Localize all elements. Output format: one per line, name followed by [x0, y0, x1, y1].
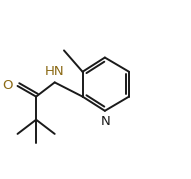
Text: O: O: [2, 79, 13, 92]
Text: N: N: [101, 115, 111, 128]
Text: HN: HN: [45, 65, 65, 78]
